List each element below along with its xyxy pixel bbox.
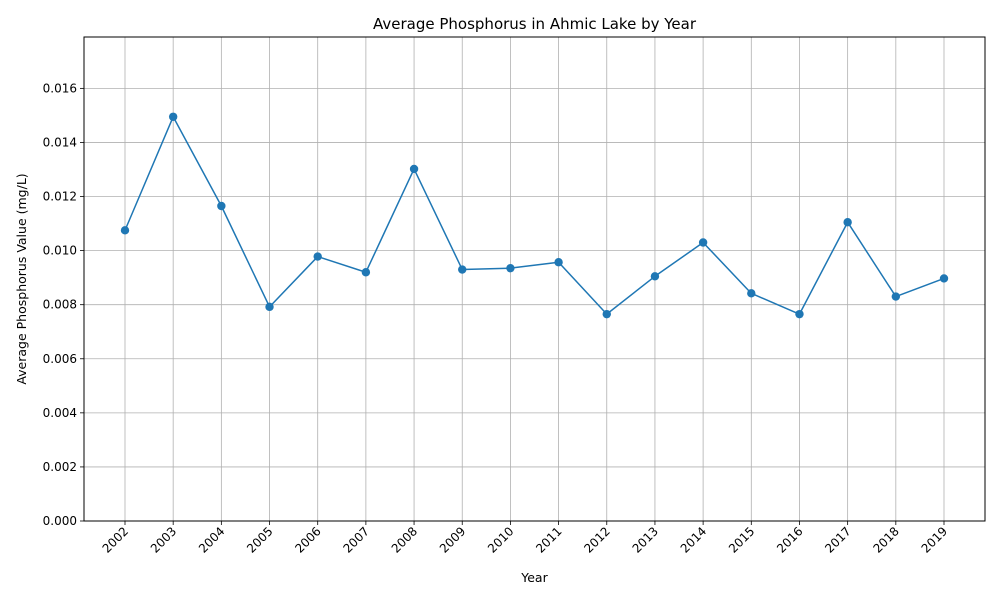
x-tick-label: 2008	[389, 524, 420, 555]
y-tick-label: 0.002	[43, 460, 77, 474]
x-tick-label: 2011	[533, 524, 564, 555]
plot-frame	[83, 36, 986, 522]
data-point	[650, 272, 660, 281]
x-tick-label: 2004	[196, 524, 227, 555]
data-point	[747, 289, 756, 298]
series-layer	[120, 112, 949, 319]
data-point	[554, 258, 563, 267]
x-tick-label: 2018	[870, 524, 901, 555]
y-tick-label: 0.014	[43, 135, 77, 149]
data-point	[698, 238, 708, 247]
data-point	[602, 309, 611, 319]
y-tick-label: 0.010	[43, 244, 77, 258]
x-tick-label: 2012	[581, 524, 612, 555]
data-point	[361, 268, 371, 277]
x-axis-title: Year	[520, 570, 548, 585]
y-tick-label: 0.006	[43, 352, 77, 366]
x-tick-label: 2005	[244, 524, 275, 555]
data-point	[217, 201, 226, 211]
y-tick-label: 0.016	[43, 81, 77, 95]
data-point	[506, 263, 515, 273]
y-tick-label: 0.008	[43, 298, 77, 312]
x-tick-label: 2007	[341, 524, 372, 555]
x-tick-label: 2010	[485, 524, 516, 555]
x-tick-label: 2016	[774, 524, 805, 555]
grid	[84, 37, 985, 522]
data-point	[265, 302, 274, 312]
data-point	[409, 164, 419, 174]
data-point	[795, 309, 804, 319]
x-tick-label: 2019	[919, 524, 950, 555]
chart-title: Average Phosphorus in Ahmic Lake by Year	[373, 15, 697, 33]
data-point	[939, 274, 949, 283]
data-point	[458, 265, 467, 274]
data-point	[120, 226, 130, 235]
data-point	[168, 112, 178, 121]
data-point	[313, 252, 322, 261]
data-point	[843, 218, 852, 227]
data-point	[891, 292, 901, 301]
y-tick-label: 0.004	[43, 406, 77, 420]
x-tick-label: 2002	[100, 524, 131, 555]
x-tick-label: 2017	[822, 524, 853, 555]
x-tick-label: 2006	[292, 524, 323, 555]
y-tick-label: 0.000	[43, 514, 77, 528]
series-line	[124, 116, 945, 315]
x-tick-label: 2014	[678, 524, 709, 555]
y-tick-label: 0.012	[43, 190, 77, 204]
x-tick-label: 2013	[630, 524, 661, 555]
x-tick-label: 2015	[726, 524, 757, 555]
y-axis-title: Average Phosphorus Value (mg/L)	[14, 173, 29, 384]
axis-ticks: 2002 2003 2004 2005 2006 2007 2008 2009 2010 2011…	[43, 81, 950, 555]
x-tick-label: 2009	[437, 524, 468, 555]
x-tick-label: 2003	[148, 524, 179, 555]
